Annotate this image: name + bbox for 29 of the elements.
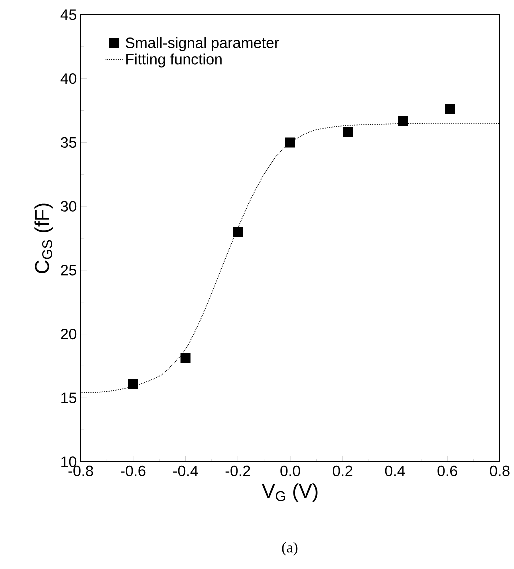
- point: [286, 138, 296, 148]
- y-tick-label: 45: [60, 10, 77, 20]
- point: [128, 379, 138, 390]
- x-tick-label: -0.6: [121, 466, 146, 476]
- y-tick-label: 20: [61, 328, 77, 340]
- x-tick-label: -0.4: [174, 466, 198, 476]
- y-tick-label: 25: [61, 265, 77, 276]
- point: [445, 104, 456, 115]
- x-tick-label: 0.4: [386, 466, 406, 476]
- x-tick-label: 0.6: [438, 466, 458, 476]
- x-tick-label: 0.0: [280, 466, 300, 476]
- x-tick-label: 0.8: [490, 466, 510, 476]
- legend-label: Small-signal parameter: [126, 37, 280, 52]
- point: [398, 116, 408, 126]
- point: [180, 354, 191, 364]
- x-axis-title: V$_{G}$ (V): [262, 484, 318, 502]
- point: [233, 227, 244, 238]
- x-tick-label: -0.8: [68, 466, 94, 476]
- legend-label: Fitting function: [126, 54, 222, 68]
- y-tick-label: 30: [61, 201, 77, 212]
- y-tick-label: 40: [60, 74, 77, 84]
- x-tick-label: -0.2: [226, 466, 250, 476]
- x-tick-label: 0.2: [333, 466, 353, 476]
- y-tick-label: 35: [61, 137, 77, 148]
- y-tick-label: 15: [62, 392, 77, 404]
- text: (a): [282, 542, 298, 556]
- y-tick-label: 10: [62, 456, 77, 468]
- y-axis-title: C$_{GS}$ (fF): [34, 204, 54, 274]
- point: [343, 127, 354, 138]
